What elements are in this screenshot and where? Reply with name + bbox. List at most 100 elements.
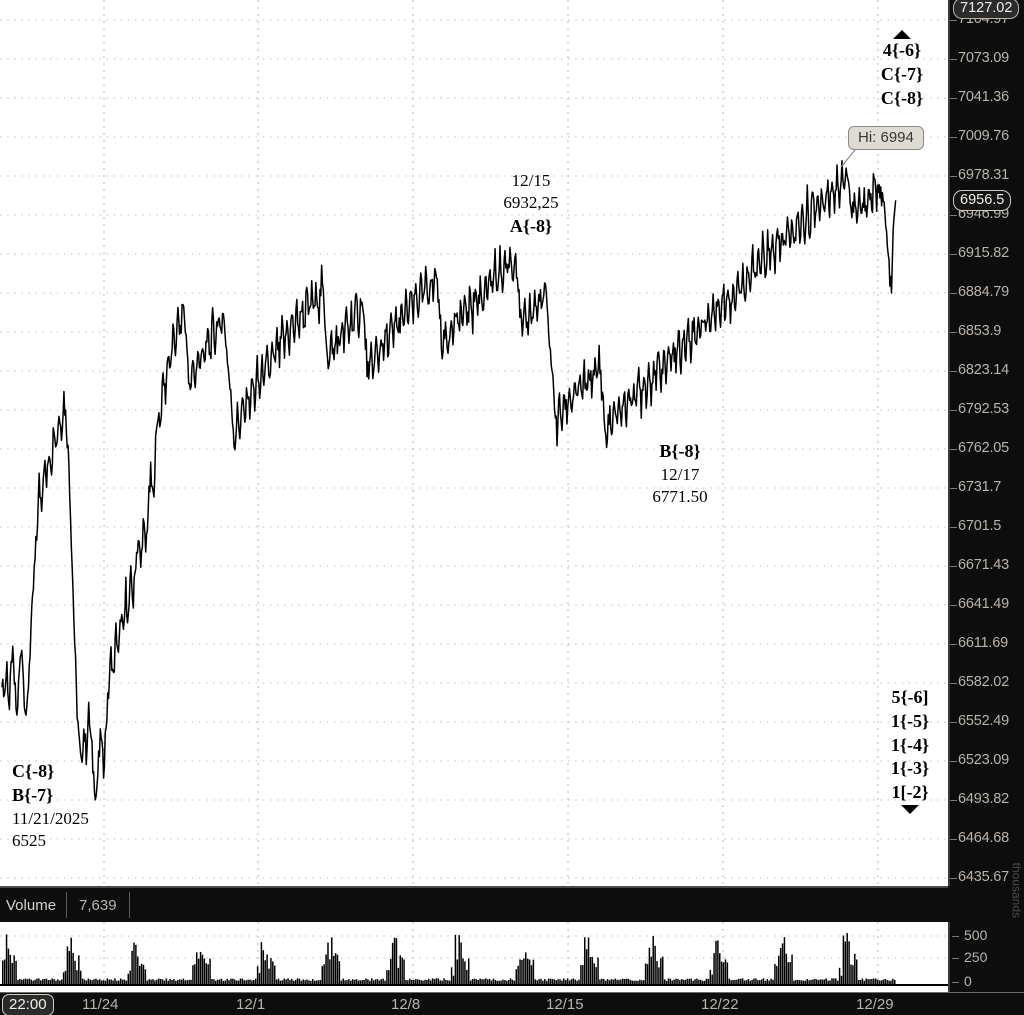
annotation-line: 1{-5} [890,710,930,731]
time-cursor-pill: 22:00 [2,994,54,1015]
price-axis-scale[interactable]: 7104.97 7073.09 7041.36 7009.76 6978.31 6946.… [948,0,1024,886]
annotation-line: C{-8} [880,87,924,108]
annotation-line: 4{-6} [882,40,922,60]
annotation-line: B{-7} [12,784,54,805]
annotation-line: 12/15 [511,171,551,190]
volume-units-note: thousands [1009,862,1023,918]
price-chart-pane[interactable]: C{-8} B{-7} 11/21/2025 6525 12/15 6932,2… [0,0,948,886]
price-tick-label: 6915.82 [958,245,1010,261]
triangle-down-icon [901,804,919,814]
price-tick-mark [950,605,957,606]
price-tick-label: 6671.43 [958,557,1010,573]
volume-axis-scale[interactable]: 500 250 0 [948,922,1024,992]
price-tick-mark [950,98,957,99]
price-tick-label: 6493.82 [958,791,1010,807]
annotation-trough-b: B{-8} 12/17 6771.50 [615,440,745,509]
annotation-peak-a: 12/15 6932,25 A{-8} [466,170,596,239]
price-tick-mark [950,839,957,840]
price-tick-mark [950,59,957,60]
annotation-line: 6932,25 [503,193,559,213]
current-price-pill[interactable]: 6956.5 [953,190,1012,212]
annotation-line: 5{-6] [891,687,929,707]
price-tick-label: 6435.67 [958,869,1010,885]
annotation-line: B{-8} [659,441,701,461]
time-tick-label: 12/1 [236,996,266,1013]
volume-chart-pane[interactable] [0,922,948,992]
time-tick-label: 11/24 [82,996,119,1013]
annotation-top-right-stack: 4{-6} C{-7} C{-8} [862,30,942,110]
annotation-line: A{-8} [509,215,553,236]
volume-tick-mark [952,936,959,937]
price-tick-mark [950,488,957,489]
price-tick-mark [950,878,957,879]
time-tick-label: 12/15 [546,996,584,1013]
price-tick-label: 6978.31 [958,167,1010,183]
price-tick-label: 6611.69 [958,635,1008,651]
price-tick-label: 6762.05 [958,440,1010,456]
cursor-price-pill[interactable]: 7127.02 [953,0,1020,19]
volume-value: 7,639 [67,892,130,918]
price-tick-label: 7073.09 [958,50,1010,66]
high-price-tooltip: Hi: 6994 [848,126,924,150]
annotation-line: 6771.50 [652,487,708,507]
price-tick-label: 6641.49 [958,596,1010,612]
price-tick-label: 6552.49 [958,713,1010,729]
price-tick-mark [950,527,957,528]
price-tick-mark [950,332,957,333]
volume-gridlines [0,922,948,992]
price-tick-mark [950,449,957,450]
time-tick-label: 12/8 [391,996,421,1013]
price-tick-mark [950,800,957,801]
volume-title: Volume [0,892,68,918]
price-tick-label: 6884.79 [958,284,1010,300]
price-tick-label: 6523.09 [958,752,1010,768]
annotation-left-low: C{-8} B{-7} 11/21/2025 6525 [12,760,89,852]
volume-tick-label: 250 [964,949,988,965]
time-tick-label: 12/22 [701,996,739,1013]
price-tick-label: 7041.36 [958,89,1010,105]
tooltip-leader-line [840,149,856,168]
annotation-line: 12/17 [660,464,700,484]
price-tick-mark [950,410,957,411]
volume-tick-label: 500 [964,927,988,943]
price-tick-mark [950,293,957,294]
price-tick-label: 6792.53 [958,401,1010,417]
annotation-line: 11/21/2025 [12,808,89,828]
tooltip-text: Hi: 6994 [858,129,914,146]
price-tick-mark [950,20,957,21]
volume-header-bar: Volume 7,639 [0,886,948,922]
time-tick-label: 12/29 [856,996,894,1013]
annotation-line: 6525 [12,830,46,850]
annotation-line: 1{-3} [890,758,930,779]
volume-bars [0,933,948,986]
price-tick-mark [950,683,957,684]
price-tick-label: 7009.76 [958,128,1010,144]
price-tick-mark [950,176,957,177]
price-tick-label: 6464.68 [958,830,1010,846]
price-tick-label: 6701.5 [958,518,1002,534]
price-tick-mark [950,761,957,762]
price-tick-mark [950,215,957,216]
price-tick-label: 6731.7 [958,479,1002,495]
annotation-line: C{-8} [12,761,55,781]
price-line-series [1,159,897,801]
price-tick-mark [950,137,957,138]
price-tick-mark [950,722,957,723]
annotation-line: C{-7} [880,63,924,84]
price-tick-mark [950,371,957,372]
price-tick-label: 6853.9 [958,323,1002,339]
annotation-bottom-right-stack: 5{-6] 1{-5} 1{-4} 1{-3} 1[-2} [874,686,946,814]
price-tick-label: 6823.14 [958,362,1010,378]
price-tick-mark [950,254,957,255]
price-tick-label: 6582.02 [958,674,1010,690]
price-tick-mark [950,566,957,567]
annotation-line: 1[-2} [891,782,929,802]
annotation-line: 1{-4} [890,734,930,755]
volume-tick-label: 0 [964,973,972,989]
time-axis[interactable]: 22:00 11/24 12/1 12/8 12/15 12/22 12/29 [0,992,1024,1015]
volume-tick-mark [952,958,959,959]
volume-tick-mark [952,982,959,983]
price-tick-mark [950,644,957,645]
triangle-up-icon [893,30,911,39]
